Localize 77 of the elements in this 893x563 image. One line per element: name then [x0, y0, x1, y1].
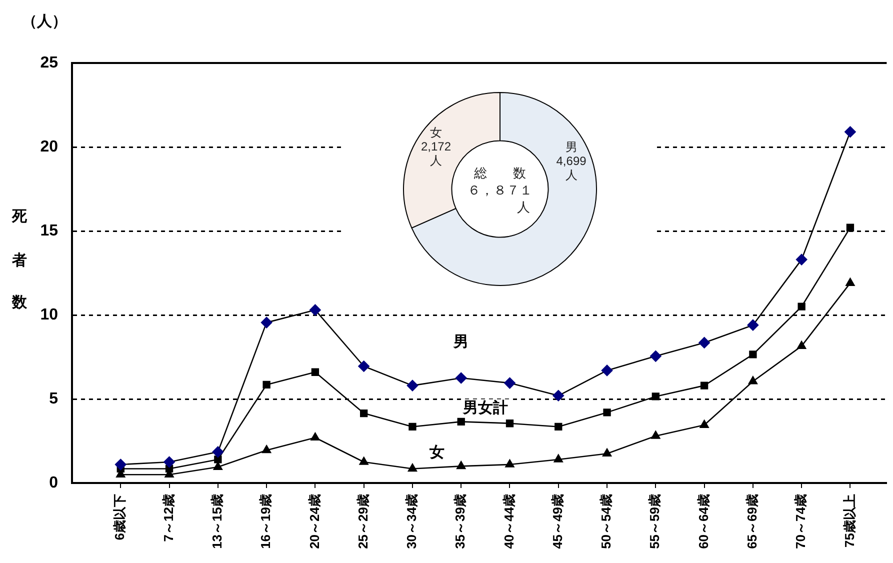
point	[310, 304, 321, 316]
point	[406, 380, 418, 392]
x-tick-label: 20～24歳	[306, 494, 322, 549]
y-tick-label: 0	[49, 474, 58, 492]
x-tick-label: 55～59歳	[647, 494, 662, 549]
slice-label: 男	[565, 140, 578, 154]
point	[747, 319, 759, 331]
point	[603, 408, 611, 416]
point	[602, 448, 612, 456]
y-tick-label: 25	[40, 54, 58, 72]
point	[505, 459, 514, 468]
x-tick-label: 75歳以上	[842, 494, 857, 548]
point	[749, 350, 757, 358]
point	[846, 224, 854, 232]
point	[748, 376, 758, 384]
point	[552, 390, 564, 402]
point	[698, 337, 710, 348]
x-tick-label: 45～49歳	[550, 494, 565, 549]
point	[164, 456, 175, 468]
x-tick-label: 30～34歳	[404, 494, 420, 549]
text: （人）	[22, 13, 67, 30]
series-label: 男	[452, 333, 469, 350]
y-tick-label: 20	[40, 138, 58, 156]
point	[796, 254, 808, 266]
point	[844, 126, 856, 138]
slice-label: 女	[430, 126, 442, 140]
y-tick-label: 10	[40, 306, 58, 324]
point	[262, 380, 270, 389]
data-label: 2,172 人	[421, 140, 452, 168]
point	[408, 464, 418, 472]
point	[798, 302, 806, 310]
point	[700, 382, 708, 390]
annotation: ６，８７１	[468, 182, 532, 198]
series-label: 女	[428, 444, 444, 461]
point	[650, 350, 662, 362]
x-tick-label: 7～12歳	[160, 494, 176, 542]
x-tick-label: 16～19歳	[258, 494, 274, 549]
y-axis-title: 死者数	[10, 198, 28, 324]
data-label: 4,699 人	[556, 154, 587, 182]
y-tick-label: 15	[40, 222, 58, 240]
point	[651, 430, 660, 439]
x-tick-label: 40～44歳	[501, 494, 516, 549]
y-tick-label: 5	[49, 390, 58, 408]
point	[601, 364, 613, 376]
x-tick-label: 50～54歳	[598, 494, 614, 549]
point	[311, 368, 320, 376]
point	[504, 377, 516, 389]
point	[797, 340, 806, 349]
point	[554, 422, 562, 431]
point	[114, 458, 126, 470]
x-tick-label: 70～74歳	[793, 494, 808, 549]
series-label: 男女計	[462, 399, 508, 416]
x-tick-label: 25～29歳	[355, 494, 370, 549]
point	[360, 409, 368, 418]
point	[212, 446, 224, 458]
x-tick-label: 6歳以下	[112, 494, 128, 540]
point	[700, 420, 709, 428]
annotation: 総 数	[473, 166, 526, 181]
point	[456, 461, 466, 470]
point	[506, 420, 514, 428]
x-tick-label: 65～69歳	[744, 494, 760, 549]
point	[260, 316, 272, 328]
point	[455, 372, 467, 384]
point	[554, 454, 563, 462]
x-tick-label: 60～64歳	[696, 494, 711, 549]
point	[262, 445, 272, 454]
point	[408, 422, 416, 431]
point	[457, 418, 465, 426]
point	[652, 392, 660, 400]
point	[214, 456, 222, 464]
point	[846, 278, 855, 286]
x-tick-label: 13～15歳	[209, 494, 224, 549]
annotation: 人	[517, 200, 530, 215]
point	[310, 432, 320, 441]
point	[358, 360, 370, 372]
point	[359, 456, 368, 465]
x-tick-label: 35～39歳	[452, 494, 468, 549]
